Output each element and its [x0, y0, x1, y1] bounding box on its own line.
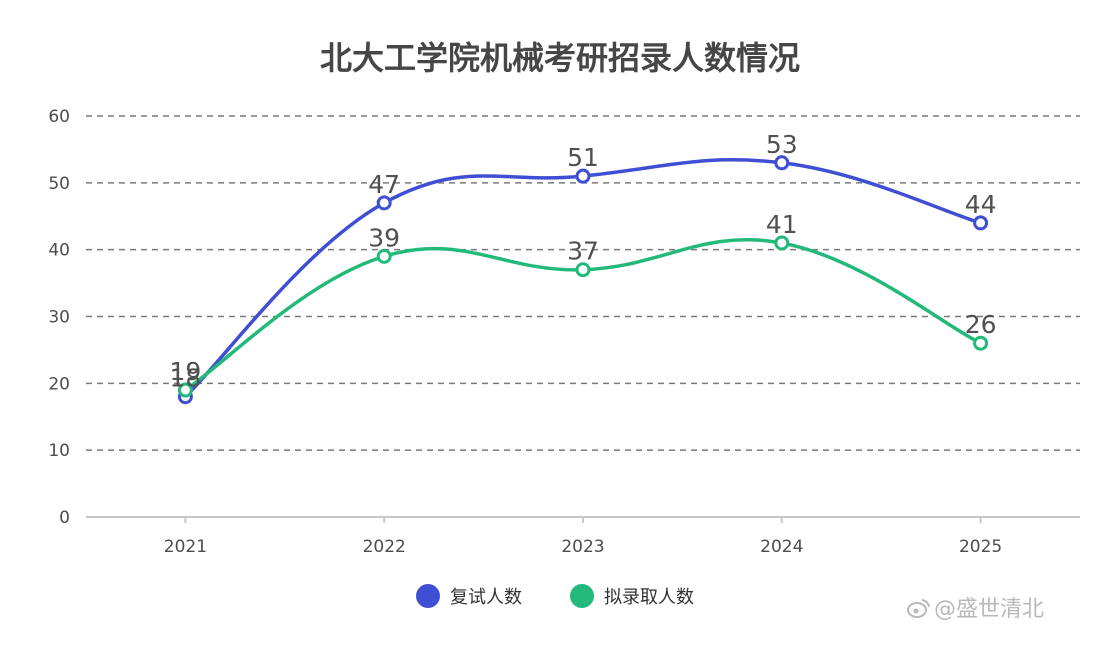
legend-marker [416, 584, 440, 608]
data-label: 53 [766, 130, 798, 159]
legend-item-2[interactable]: 拟录取人数 [570, 584, 694, 608]
x-tick-label: 2023 [561, 537, 604, 557]
axes: 0 10 20 30 40 50 60 2021 2022 2023 2024 2025 [48, 107, 1080, 557]
y-tick-label: 0 [59, 508, 70, 528]
legend-item-1[interactable]: 复试人数 [416, 584, 522, 608]
legend-marker [570, 584, 594, 608]
data-label: 44 [965, 190, 997, 219]
data-label: 41 [766, 210, 798, 239]
y-tick-label: 60 [48, 107, 70, 127]
data-point[interactable] [973, 335, 989, 351]
data-label: 26 [965, 310, 997, 339]
x-tick-label: 2021 [164, 537, 207, 557]
x-tick-label: 2024 [760, 537, 803, 557]
weibo-icon [907, 599, 930, 618]
legend-label: 拟录取人数 [604, 587, 694, 608]
y-tick-label: 30 [48, 308, 70, 328]
x-tick-label: 2022 [363, 537, 406, 557]
series-lines [184, 158, 982, 398]
data-point[interactable] [774, 235, 790, 251]
data-label: 39 [368, 223, 400, 252]
chart-title: 北大工学院机械考研招录人数情况 [320, 39, 800, 77]
data-label: 19 [169, 357, 201, 386]
data-point[interactable] [376, 248, 392, 264]
series-line-1 [184, 158, 982, 398]
x-tick-label: 2025 [959, 537, 1002, 557]
data-point[interactable] [376, 195, 392, 211]
data-point[interactable] [177, 382, 193, 398]
data-label: 47 [368, 170, 400, 199]
data-point[interactable] [575, 168, 591, 184]
data-points [177, 155, 989, 405]
watermark: @盛世清北 [907, 597, 1044, 622]
data-point[interactable] [575, 262, 591, 278]
y-tick-label: 20 [48, 374, 70, 394]
y-tick-label: 40 [48, 241, 70, 261]
data-label: 37 [567, 237, 599, 266]
y-tick-label: 50 [48, 174, 70, 194]
data-label: 18 [169, 364, 201, 393]
y-tick-label: 10 [48, 441, 70, 461]
data-point[interactable] [774, 155, 790, 171]
data-labels: 18 47 51 53 44 19 39 37 41 26 [169, 130, 996, 393]
legend[interactable]: 复试人数 拟录取人数 [416, 584, 694, 608]
legend-label: 复试人数 [450, 587, 522, 608]
data-point[interactable] [973, 215, 989, 231]
watermark-text: @盛世清北 [934, 597, 1044, 622]
data-label: 51 [567, 143, 599, 172]
